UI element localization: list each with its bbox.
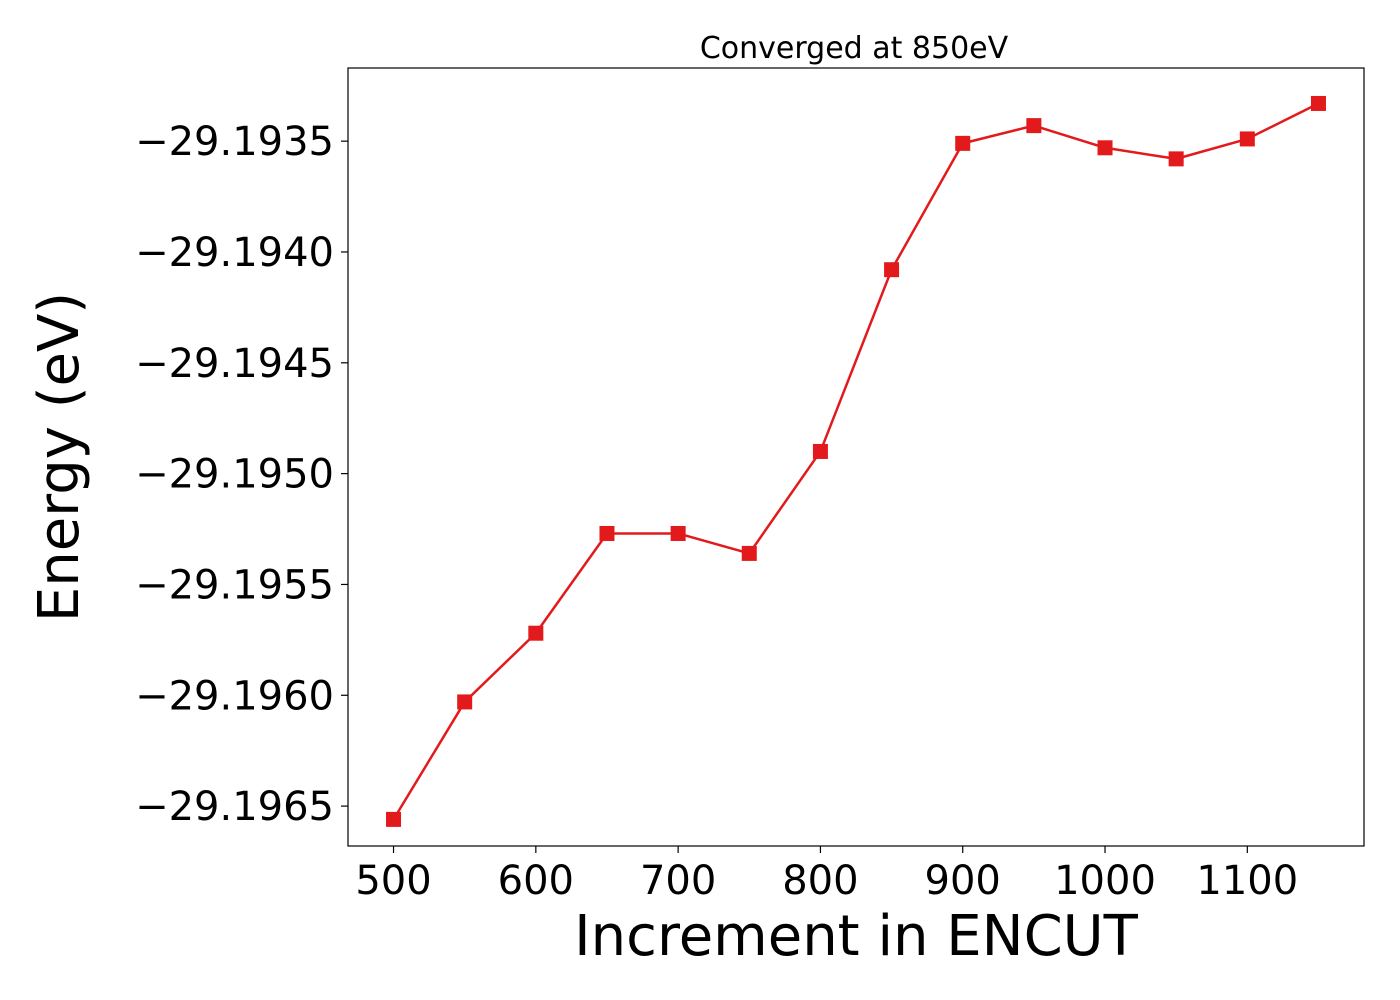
data-point-marker — [528, 625, 544, 641]
x-tick-label: 1000 — [1054, 858, 1156, 904]
y-tick-label: −29.1950 — [135, 452, 334, 498]
data-point-marker — [955, 135, 971, 151]
x-tick-label: 900 — [925, 858, 1001, 904]
y-tick-label: −29.1955 — [135, 562, 334, 608]
data-point-marker — [457, 694, 473, 710]
series-line — [392, 102, 1320, 821]
y-axis-ticks: −29.1965 −29.1960 −29.1955 −29.1950 −29.1945… — [135, 119, 348, 830]
series-layer — [386, 95, 1326, 827]
x-axis-label: Increment in ENCUT — [574, 904, 1139, 969]
x-axis-ticks: 500 600 700 800 900 1000 1100 — [355, 846, 1298, 904]
data-point-marker — [741, 545, 757, 561]
chart-title: Converged at 850eV — [700, 31, 1009, 66]
data-point-marker — [1239, 131, 1255, 147]
data-point-marker — [1026, 118, 1042, 134]
data-point-marker — [1097, 140, 1113, 156]
data-point-marker — [884, 262, 900, 278]
x-tick-label: 800 — [782, 858, 858, 904]
y-tick-label: −29.1940 — [135, 230, 334, 276]
y-tick-label: −29.1935 — [135, 119, 334, 165]
y-axis-label: Energy (eV) — [27, 292, 92, 622]
x-tick-label: 700 — [640, 858, 716, 904]
y-tick-label: −29.1960 — [135, 673, 334, 719]
data-point-marker — [670, 525, 686, 541]
data-point-marker — [599, 525, 615, 541]
data-point-marker — [386, 811, 402, 827]
y-tick-label: −29.1945 — [135, 341, 334, 387]
x-tick-label: 1100 — [1196, 858, 1298, 904]
data-point-marker — [1168, 151, 1184, 167]
x-tick-label: 600 — [498, 858, 574, 904]
data-point-marker — [1310, 95, 1326, 111]
data-point-marker — [812, 443, 828, 459]
x-tick-label: 500 — [355, 858, 431, 904]
plot-area-frame — [347, 67, 1365, 847]
y-tick-label: −29.1965 — [135, 784, 334, 830]
